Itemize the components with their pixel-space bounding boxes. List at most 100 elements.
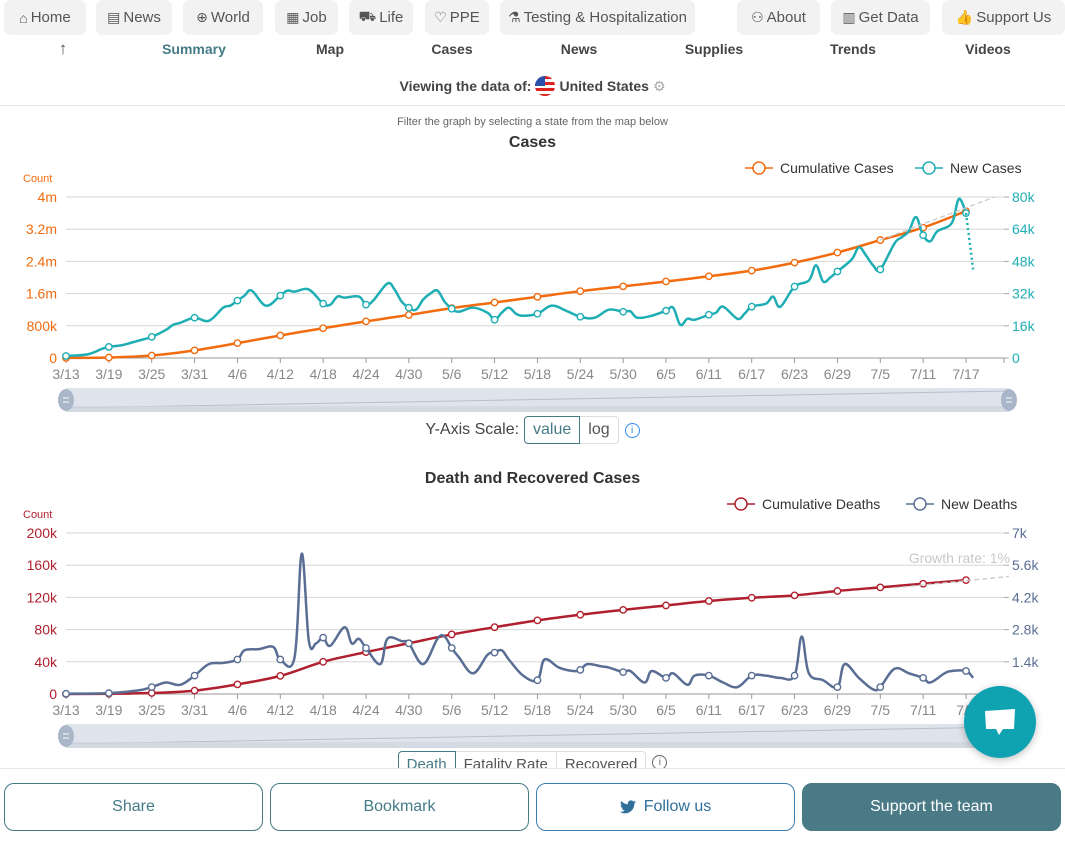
nav-home[interactable]: ⌂ Home <box>4 0 86 35</box>
data-point <box>276 655 285 664</box>
gear-icon[interactable]: ⚙ <box>652 77 666 94</box>
data-point <box>190 671 199 680</box>
x-tick-label: 7/11 <box>910 366 936 382</box>
x-tick-label: 6/23 <box>781 702 808 718</box>
tab-fatality-rate[interactable]: Fatality Rate <box>455 751 557 769</box>
left-tick-label: 4m <box>38 189 57 205</box>
left-axis-label: Count <box>23 509 52 521</box>
legend-label: New Cases <box>950 160 1022 176</box>
legend-marker <box>922 161 936 175</box>
cart-icon: ⛟ <box>358 8 377 24</box>
thumbs-up-icon: 👍 <box>955 9 974 25</box>
nav-label: Job <box>302 9 327 26</box>
globe-icon: ⊕ <box>196 9 208 25</box>
data-point <box>147 332 156 341</box>
tab-death[interactable]: Death <box>397 751 456 769</box>
x-tick-label: 5/6 <box>442 366 462 382</box>
data-point <box>662 673 670 682</box>
data-point <box>962 667 970 675</box>
data-point <box>576 665 585 674</box>
scroll-up-icon[interactable]: ↑ <box>58 39 68 58</box>
data-point <box>919 673 928 682</box>
nav-testing[interactable]: ⚗ Testing & Hospitalization <box>500 0 695 35</box>
series-line-cumulative-deaths <box>65 578 967 696</box>
subnav-trends[interactable]: Trends <box>830 41 876 57</box>
x-tick-label: 6/29 <box>824 366 851 382</box>
data-point <box>490 315 499 324</box>
data-point <box>319 633 328 642</box>
nav-life[interactable]: ⛟ Life <box>349 0 413 35</box>
zoom-slider-shade <box>66 742 1009 748</box>
subnav-news[interactable]: News <box>560 41 598 57</box>
y-axis-scale-control: Y-Axis Scale: value log i <box>0 416 1065 444</box>
data-point <box>704 310 713 319</box>
tab-recovered[interactable]: Recovered <box>556 751 647 769</box>
nav-support-us[interactable]: 👍 Support Us <box>942 0 1065 35</box>
nav-label: Life <box>379 9 404 26</box>
data-point <box>533 676 542 685</box>
x-tick-label: 4/30 <box>395 366 422 382</box>
data-point <box>662 277 670 286</box>
data-point <box>533 616 542 625</box>
legend-marker <box>752 161 766 175</box>
chat-button[interactable] <box>964 686 1036 758</box>
nav-get-data[interactable]: ▥ Get Data <box>831 0 930 35</box>
data-point <box>276 291 285 300</box>
bookmark-button[interactable]: Bookmark <box>270 783 529 831</box>
x-tick-label: 6/5 <box>656 366 676 382</box>
x-tick-label: 5/6 <box>442 702 462 718</box>
data-point <box>662 601 670 610</box>
sub-nav: ↑ Summary Map Cases News Supplies Trends… <box>0 39 1065 61</box>
left-tick-label: 80k <box>34 622 58 638</box>
subnav-supplies[interactable]: Supplies <box>684 41 744 57</box>
bookmark-label: Bookmark <box>363 798 436 815</box>
data-point <box>662 306 670 315</box>
share-label: Share <box>112 798 155 815</box>
nav-job[interactable]: ▦ Job <box>275 0 338 35</box>
data-point <box>619 668 628 677</box>
series-line-new-cases <box>65 197 968 358</box>
right-tick-label: 7k <box>1012 525 1028 541</box>
data-point <box>790 282 799 291</box>
data-point <box>190 346 199 355</box>
heart-icon: ♡ <box>434 9 447 25</box>
data-point <box>276 331 285 340</box>
data-point <box>790 258 799 267</box>
x-tick-label: 6/11 <box>696 366 722 382</box>
subnav-summary[interactable]: Summary <box>162 41 226 57</box>
left-axis-label: Count <box>23 173 52 185</box>
x-tick-label: 4/6 <box>228 366 248 382</box>
support-team-button[interactable]: Support the team <box>802 783 1061 831</box>
legend-label: Cumulative Deaths <box>762 496 880 512</box>
nav-news[interactable]: ▤ News <box>96 0 172 35</box>
subnav-videos[interactable]: Videos <box>965 41 1011 57</box>
x-tick-label: 5/24 <box>567 366 594 382</box>
x-tick-label: 5/18 <box>524 702 551 718</box>
scale-log-option[interactable]: log <box>580 416 619 444</box>
data-point <box>490 623 499 632</box>
x-tick-label: 3/31 <box>181 366 208 382</box>
nav-ppe[interactable]: ♡ PPE <box>425 0 489 35</box>
left-tick-label: 160k <box>27 557 58 573</box>
info-icon[interactable]: i <box>624 422 640 438</box>
zoom-slider-handle <box>58 725 74 747</box>
x-tick-label: 5/30 <box>610 366 637 382</box>
scale-value-option[interactable]: value <box>524 416 581 444</box>
people-icon: ⚇ <box>751 9 764 25</box>
job-icon: ▦ <box>286 9 300 25</box>
viewing-label: Viewing the data of: <box>399 78 532 94</box>
info-icon[interactable]: i <box>652 755 668 769</box>
subnav-map[interactable]: Map <box>316 41 344 57</box>
nav-world[interactable]: ⊕ World <box>183 0 263 35</box>
x-tick-label: 7/17 <box>952 366 979 382</box>
country-name[interactable]: United States <box>559 78 649 94</box>
filter-hint: Filter the graph by selecting a state fr… <box>397 116 668 128</box>
data-point <box>704 671 713 680</box>
subnav-cases[interactable]: Cases <box>431 41 473 57</box>
right-tick-label: 0 <box>1012 350 1020 366</box>
x-tick-label: 4/24 <box>352 366 379 382</box>
x-tick-label: 5/18 <box>524 366 551 382</box>
share-button[interactable]: Share <box>4 783 263 831</box>
follow-us-button[interactable]: Follow us <box>536 783 795 831</box>
nav-about[interactable]: ⚇ About <box>737 0 820 35</box>
